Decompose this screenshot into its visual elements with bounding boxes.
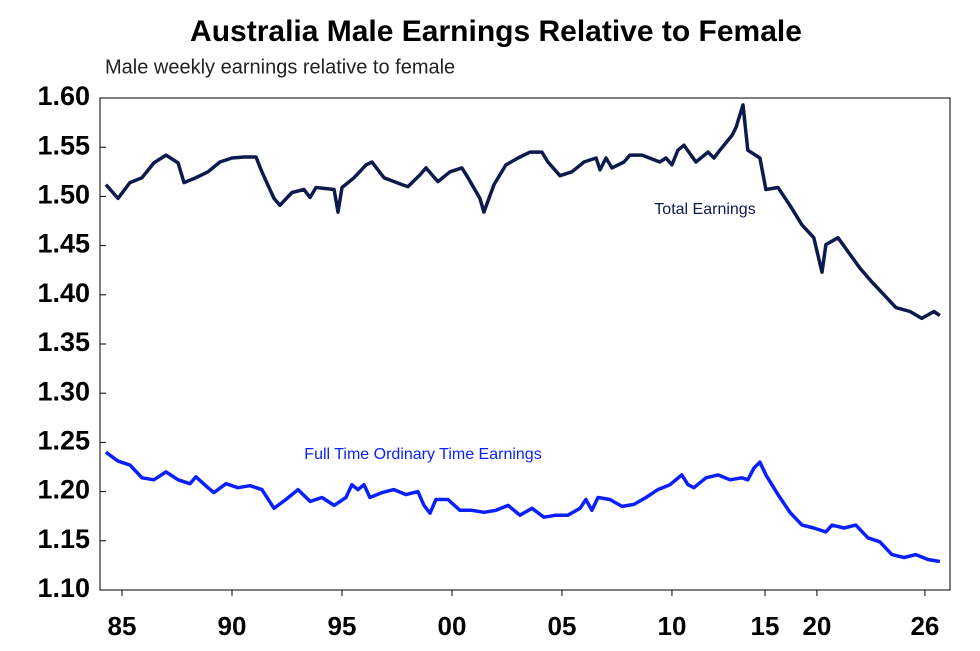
chart-subtitle: Male weekly earnings relative to female: [105, 56, 455, 78]
x-tick-label: 05: [547, 611, 576, 641]
x-tick-label: 90: [218, 611, 247, 641]
y-tick-label: 1.40: [37, 278, 90, 308]
y-tick-label: 1.20: [37, 475, 90, 505]
x-tick-label: 95: [328, 611, 357, 641]
y-tick-label: 1.50: [37, 180, 90, 210]
x-tick-label: 85: [108, 611, 137, 641]
y-tick-label: 1.55: [37, 130, 90, 160]
x-tick-label: 10: [657, 611, 686, 641]
series-annotation: Total Earnings: [654, 201, 755, 218]
y-tick-label: 1.25: [37, 426, 90, 456]
y-tick-label: 1.60: [37, 81, 90, 111]
plot-frame: [99, 97, 951, 591]
y-tick-label: 1.15: [37, 524, 90, 554]
series-line: [104, 103, 941, 321]
chart-title: Australia Male Earnings Relative to Fema…: [190, 15, 802, 48]
series-annotation: Full Time Ordinary Time Earnings: [304, 446, 541, 463]
x-tick-label: 20: [802, 611, 831, 641]
series-line: [104, 450, 941, 564]
x-tick-label: 00: [438, 611, 467, 641]
x-tick-label: 15: [751, 611, 780, 641]
y-tick-label: 1.35: [37, 327, 90, 357]
y-tick-label: 1.10: [37, 573, 90, 603]
y-tick-label: 1.45: [37, 229, 90, 259]
x-tick-label: 26: [910, 611, 939, 641]
y-tick-label: 1.30: [37, 376, 90, 406]
